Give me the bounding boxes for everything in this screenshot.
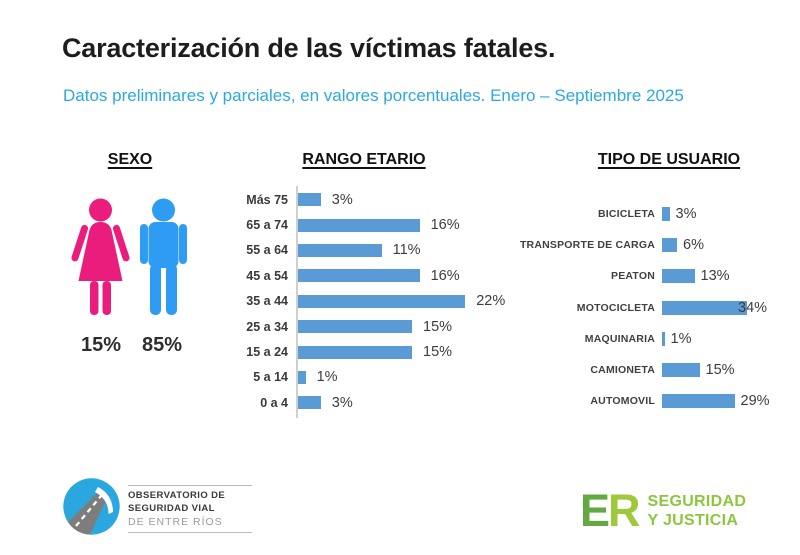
bar-row: 35 a 44 22% [212,289,505,314]
female-icon [71,198,130,315]
value-label: 22% [476,293,506,310]
value-label: 6% [683,236,704,253]
value-label: 15% [423,344,453,361]
value-label: 15% [705,362,735,379]
value-label: 15% [423,318,453,335]
er-letter-e: E [580,485,610,536]
bar-row: AUTOMOVIL 29% [510,386,770,417]
bar-row: PEATON 13% [510,261,770,292]
male-icon [140,198,187,315]
observatorio-logo-text: OBSERVATORIO DE SEGURIDAD VIAL DE ENTRE … [128,482,252,537]
bar-row: 65 a 74 16% [212,212,505,237]
category-label: BICICLETA [597,207,655,220]
category-label: 55 a 64 [246,243,288,258]
bar-row: Más 75 3% [212,187,505,212]
rango-etario-axis-line [296,186,298,418]
bar [662,363,700,378]
male-percentage: 85% [141,334,183,356]
value-label: 11% [392,242,421,259]
bar [298,345,412,359]
category-label: 5 a 14 [253,370,288,385]
category-label: 0 a 4 [260,395,288,410]
bar [662,206,670,221]
category-label: Más 75 [246,192,288,207]
value-label: 29% [740,393,770,410]
bar-row: 0 a 4 3% [212,390,505,415]
bar-row: 55 a 64 11% [212,238,505,263]
section-header-sexo: SEXO [107,151,153,168]
bar [298,269,420,283]
value-label: 3% [675,205,697,222]
value-label: 1% [670,330,692,347]
category-label: 45 a 54 [246,268,288,283]
bar [298,193,321,207]
value-label: 34% [738,299,768,316]
category-label: PEATON [611,270,655,283]
section-header-tipo-de-usuario: TIPO DE USUARIO [597,151,741,168]
value-label: 3% [331,191,353,208]
bar [662,394,735,409]
observatorio-line3: DE ENTRE RÍOS [128,516,223,528]
value-label: 13% [700,268,730,285]
er-monogram: ER [580,485,640,536]
category-label: MOTOCICLETA [576,301,655,314]
bar-row: 15 a 24 15% [212,339,505,364]
divider [128,532,252,533]
category-label: 65 a 74 [246,218,288,233]
category-label: MAQUINARIA [584,332,655,345]
bar [298,243,382,257]
category-label: 25 a 34 [246,319,288,334]
bar-row: MOTOCICLETA 34% [510,292,770,323]
category-label: CAMIONETA [590,364,655,377]
category-label: 15 a 24 [246,345,288,360]
bar [662,269,695,284]
observatorio-line1: OBSERVATORIO DE [128,490,226,501]
bar [298,370,306,384]
bar-row: 5 a 14 1% [212,365,505,390]
er-text-line1: SEGURIDAD [647,493,747,510]
page-title: Caracterización de las víctimas fatales. [62,33,556,63]
er-logo-text: SEGURIDAD Y JUSTICIA [648,487,747,530]
bar [298,218,420,232]
category-label: AUTOMOVIL [590,395,655,408]
bar-row: 25 a 34 15% [212,314,505,339]
road-logo-icon [63,478,120,535]
observatorio-line2: SEGURIDAD VIAL [128,502,215,514]
page-subtitle: Datos preliminares y parciales, en valor… [63,86,684,105]
er-logo: ER SEGURIDAD Y JUSTICIA [580,487,746,535]
female-percentage: 15% [80,334,122,356]
bar [662,331,665,346]
bar-row: TRANSPORTE DE CARGA 6% [510,229,770,260]
bar-row: 45 a 54 16% [212,263,505,288]
divider [128,485,252,486]
bar [298,396,321,410]
bar [662,237,677,252]
er-letter-r: R [608,485,640,536]
rango-etario-chart: Más 75 3% 65 a 74 16% 55 a 64 11% 45 a 54 16% 35… [212,187,505,416]
category-label: TRANSPORTE DE CARGA [519,238,655,251]
value-label: 16% [430,217,460,234]
value-label: 3% [331,394,353,411]
bar-row: CAMIONETA 15% [510,354,770,385]
bar [662,300,747,315]
bar [298,294,466,308]
bar-row: MAQUINARIA 1% [510,323,770,354]
er-text-line2: Y JUSTICIA [647,512,739,529]
value-label: 1% [316,369,338,386]
bar [298,320,412,334]
category-label: 35 a 44 [246,294,288,309]
bar-row: BICICLETA 3% [510,198,770,229]
tipo-de-usuario-chart: BICICLETA 3% TRANSPORTE DE CARGA 6% PEATON 13… [510,198,770,417]
value-label: 16% [430,267,460,284]
section-header-rango-etario: RANGO ETARIO [302,151,426,168]
